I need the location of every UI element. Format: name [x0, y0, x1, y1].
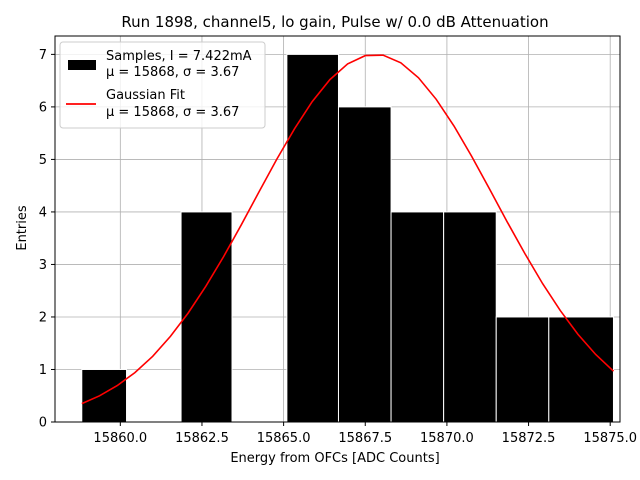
- histogram-bar: [337, 106, 392, 423]
- histogram-bar: [443, 211, 497, 423]
- y-tick-label: 6: [39, 100, 47, 115]
- y-tick-label: 1: [39, 363, 47, 378]
- histogram-bar: [81, 368, 128, 423]
- histogram-bar: [180, 211, 233, 423]
- legend-fit-label-line2: μ = 15868, σ = 3.67: [106, 105, 239, 120]
- x-tick-label: 15862.5: [175, 431, 229, 446]
- gaussian-fit-line: [81, 54, 615, 405]
- x-tick-label: 15860.0: [93, 431, 147, 446]
- histogram-bar: [390, 211, 445, 423]
- y-axis-ticks: 0 1 2 3 4 5 6 7: [39, 48, 55, 431]
- y-tick-label: 7: [39, 48, 47, 63]
- chart-title: Run 1898, channel5, lo gain, Pulse w/ 0.…: [121, 13, 548, 31]
- histogram-bars: [81, 53, 614, 423]
- y-axis-label: Entries: [15, 205, 30, 251]
- y-tick-label: 2: [39, 310, 47, 325]
- legend-box: [59, 41, 266, 129]
- y-tick-label: 3: [39, 258, 47, 273]
- x-tick-label: 15867.5: [338, 431, 392, 446]
- histogram-bar: [495, 316, 550, 423]
- y-tick-label: 5: [39, 153, 47, 168]
- legend-histogram-swatch: [68, 60, 96, 70]
- legend-histogram-label-line2: μ = 15868, σ = 3.67: [106, 65, 239, 80]
- histogram-bar: [286, 53, 339, 423]
- x-axis-label: Energy from OFCs [ADC Counts]: [230, 451, 439, 466]
- x-tick-label: 15872.5: [502, 431, 556, 446]
- y-tick-label: 0: [39, 416, 47, 431]
- x-axis-ticks: 15860.0 15862.5 15865.0 15867.5 15870.0 15872…: [93, 422, 637, 446]
- legend-histogram-label-line1: Samples, I = 7.422mA: [106, 49, 252, 64]
- histogram-bar: [548, 316, 614, 423]
- x-tick-label: 15865.0: [257, 431, 311, 446]
- x-tick-label: 15870.0: [420, 431, 474, 446]
- x-tick-label: 15875.0: [583, 431, 637, 446]
- y-tick-label: 4: [39, 205, 47, 220]
- legend-fit-label-line1: Gaussian Fit: [106, 88, 185, 103]
- plot-frame: [54, 35, 621, 423]
- legend: Samples, I = 7.422mA μ = 15868, σ = 3.67…: [59, 41, 266, 129]
